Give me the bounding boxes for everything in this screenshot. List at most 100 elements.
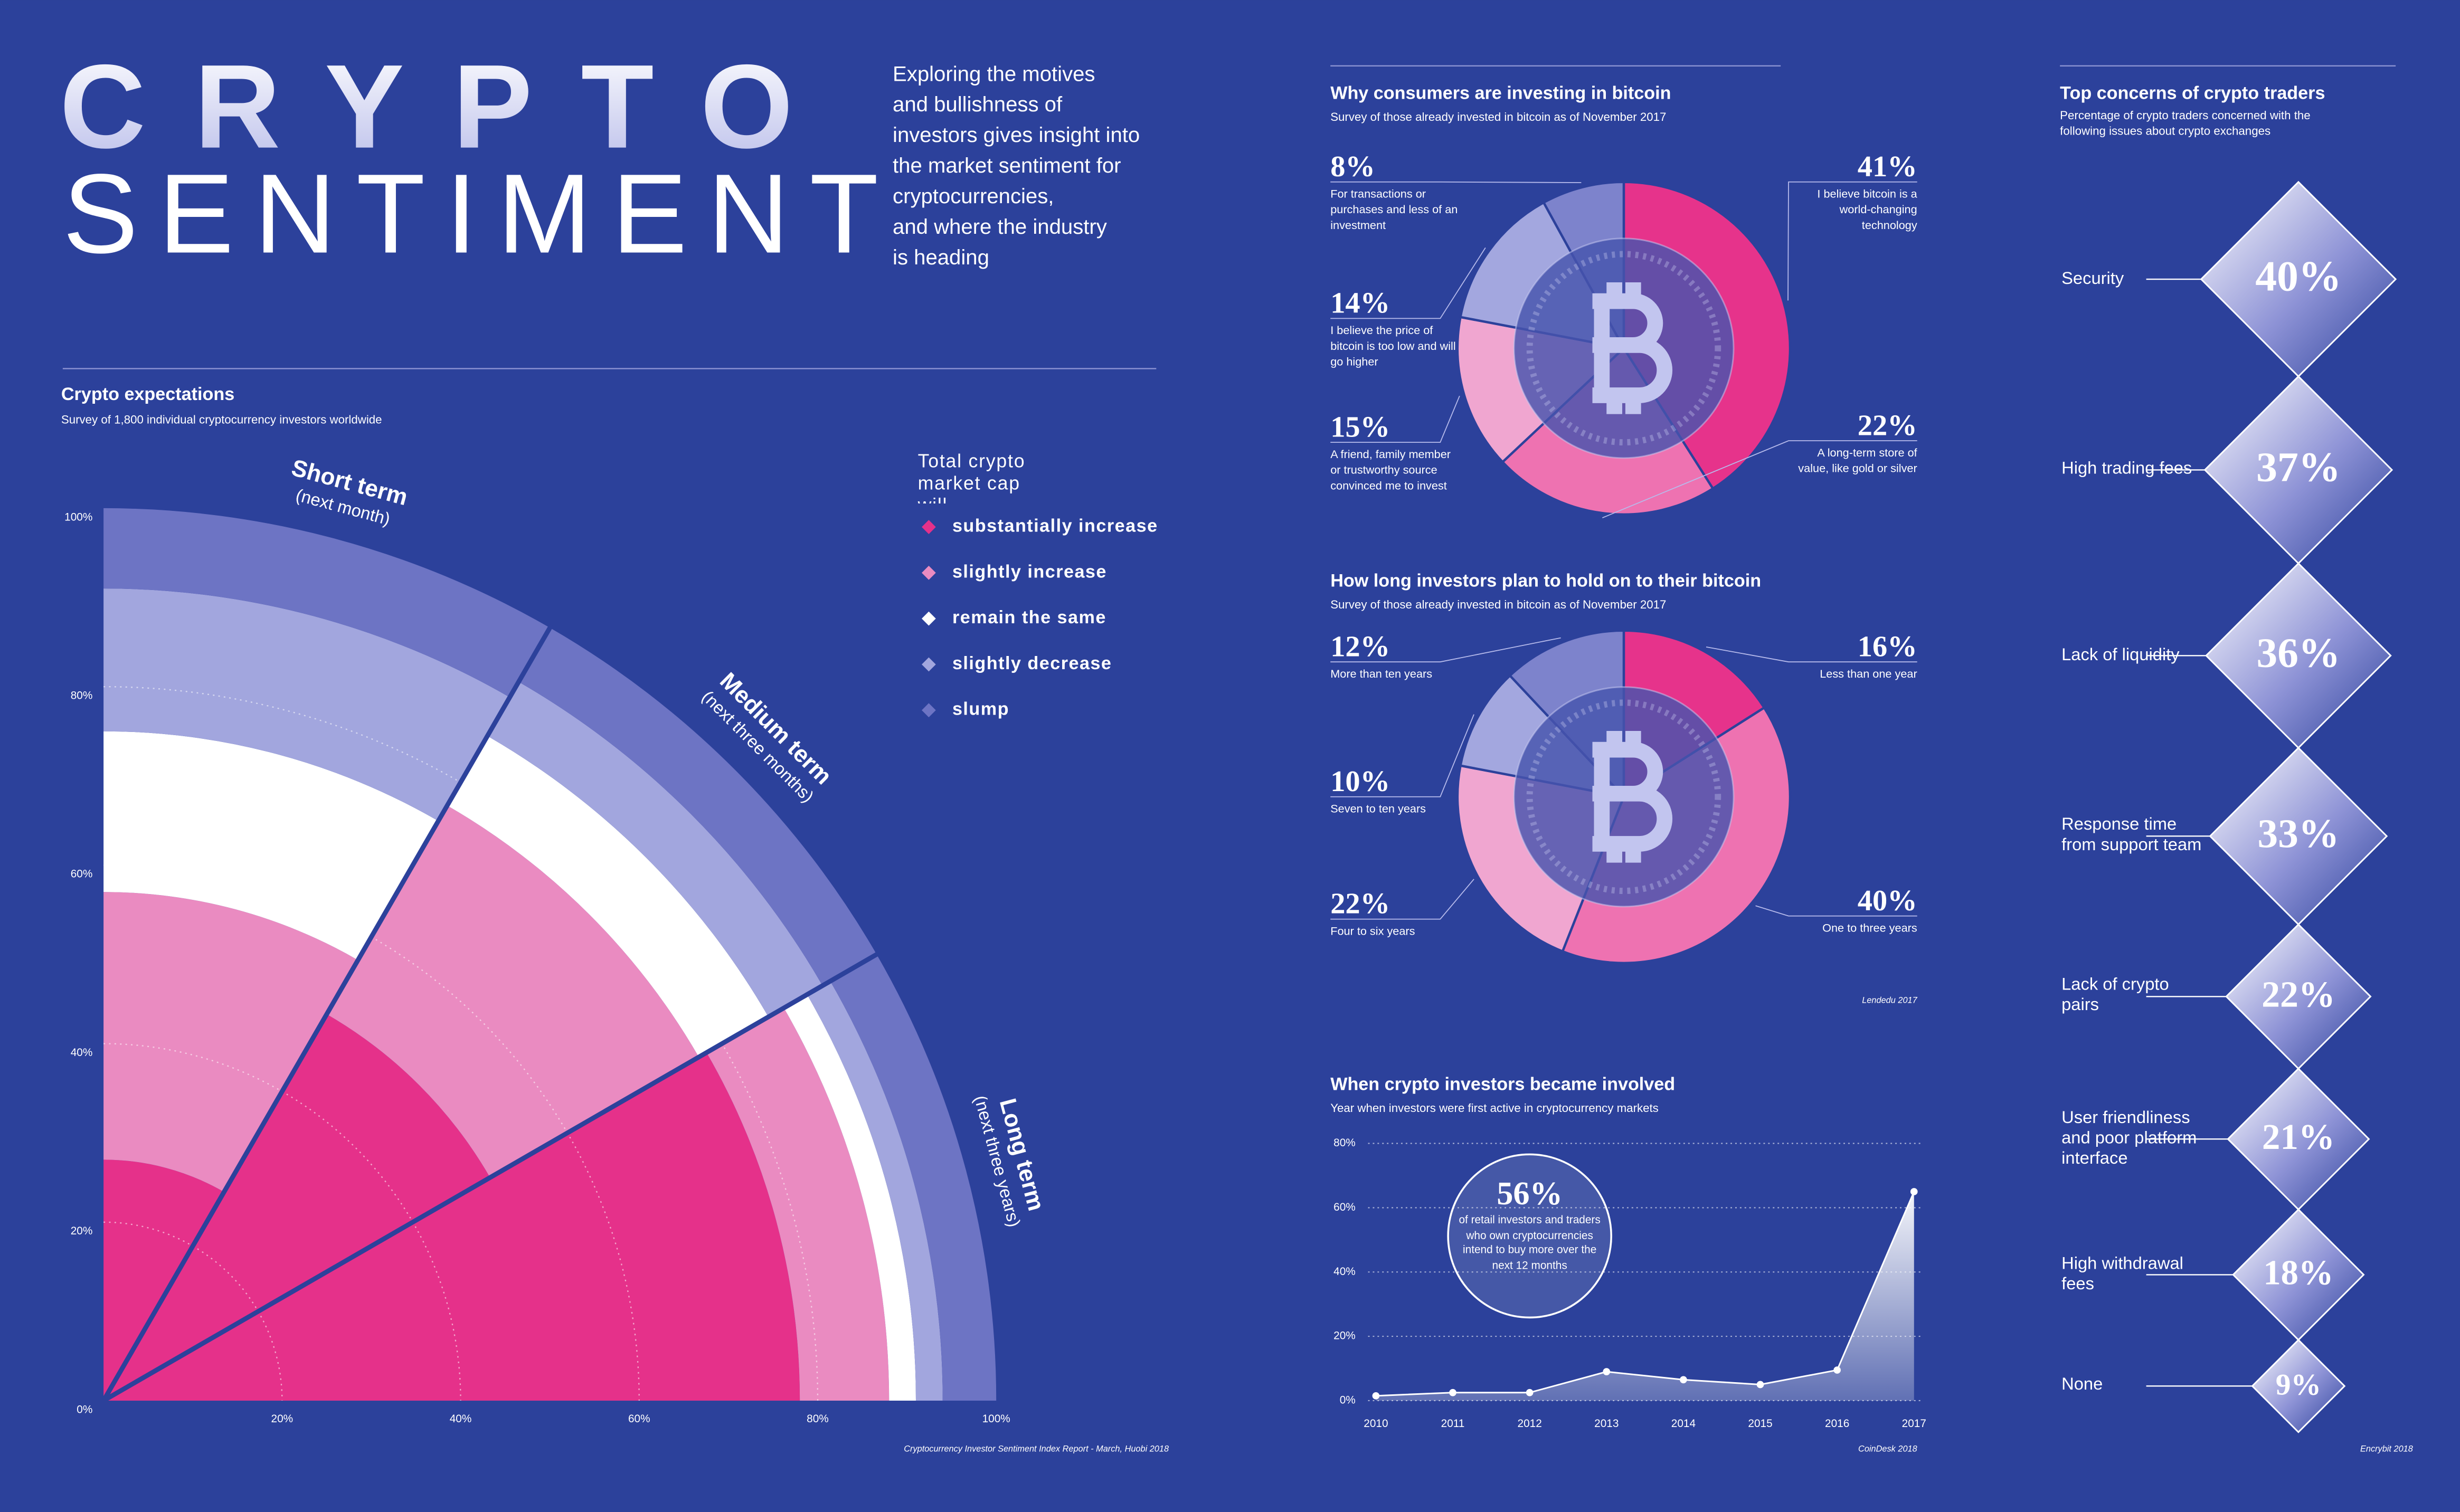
- intro-line: Exploring the motives: [893, 62, 1095, 85]
- legend-label: slump: [952, 699, 1009, 719]
- title-top: CRYPTO: [60, 40, 841, 173]
- category-label-box: I believe bitcoin is a world-changing te…: [1817, 187, 1917, 232]
- x-tick-label: 2014: [1671, 1418, 1696, 1430]
- point: [1833, 1366, 1841, 1374]
- category-label: High withdrawal fees: [2061, 1254, 2183, 1294]
- radial-segment: [103, 1159, 224, 1401]
- source: CoinDesk 2018: [1858, 1444, 1917, 1453]
- x-tick-label: 20%: [271, 1413, 294, 1425]
- category-label-box: Response time from support team: [2061, 815, 2202, 855]
- value-label: 22%: [1858, 409, 1917, 442]
- category-label: Response time from support team: [2061, 815, 2202, 855]
- bitcoin-icon: [1592, 730, 1673, 863]
- legend-label: slightly increase: [952, 562, 1107, 582]
- radial-segment: [103, 1052, 800, 1401]
- y-tick-label: 60%: [1333, 1201, 1356, 1213]
- category-label-box: A long-term store of value, like gold or…: [1798, 445, 1917, 475]
- chart-subtitle: Year when investors were first active in…: [1330, 1101, 1659, 1115]
- legend-marker: [922, 566, 936, 580]
- radial-segment: [103, 892, 358, 1192]
- category-label-box: Seven to ten years: [1330, 801, 1426, 816]
- legend-title: Total crypto market cap will...: [917, 450, 1026, 503]
- radial-segment: [103, 1014, 490, 1401]
- leader-line: [1330, 714, 1474, 797]
- x-tick-label: 2016: [1825, 1418, 1849, 1430]
- sector-divider: [101, 624, 554, 1402]
- y-tick-label: 0%: [77, 1403, 92, 1415]
- value-label: 21%: [2262, 1116, 2335, 1157]
- leader-line: [1330, 247, 1486, 319]
- line: [1376, 1191, 1915, 1397]
- category-label-box: I believe the price of bitcoin is too lo…: [1330, 323, 1456, 369]
- intro-line: cryptocurrencies,: [893, 184, 1054, 208]
- chart-subtitle-box: Percentage of crypto traders concerned w…: [2060, 108, 2311, 138]
- radial-segment: [830, 954, 997, 1401]
- x-tick-label: 80%: [807, 1413, 829, 1425]
- diamond: [2251, 1338, 2346, 1433]
- x-tick-label: 2012: [1518, 1418, 1542, 1430]
- category-label-box: Lack of liquidity: [2061, 645, 2180, 664]
- x-tick-label: 2011: [1441, 1418, 1465, 1430]
- radial-segment: [487, 682, 823, 1017]
- category-label: One to three years: [1822, 920, 1917, 935]
- leader-line: [1602, 440, 1917, 519]
- annotation-circle: [1447, 1153, 1612, 1319]
- point: [1756, 1381, 1764, 1389]
- legend-marker: [922, 520, 936, 534]
- category-label: A friend, family member or trustworthy s…: [1330, 447, 1451, 493]
- radial-segment: [518, 627, 877, 986]
- intro-line: is heading: [893, 245, 989, 269]
- category-label-box: Security: [2061, 269, 2124, 288]
- y-tick-label: 0%: [1340, 1394, 1356, 1406]
- y-tick-label: 80%: [1333, 1137, 1356, 1149]
- radial-segment: [706, 1007, 890, 1401]
- value-label: 9%: [2276, 1368, 2321, 1402]
- point: [1449, 1389, 1456, 1396]
- category-label: Lack of liquidity: [2061, 645, 2180, 664]
- intro-line: investors gives insight into: [893, 123, 1140, 147]
- grid-arc: [103, 686, 819, 1401]
- category-label-box: A friend, family member or trustworthy s…: [1330, 447, 1451, 493]
- annotation-text-box: of retail investors and traders who own …: [1459, 1215, 1601, 1272]
- value-label: 8%: [1330, 150, 1375, 183]
- leader-line: [1787, 181, 1917, 301]
- chart-subtitle: Survey of 1,800 individual cryptocurrenc…: [61, 413, 382, 426]
- category-label: High trading fees: [2061, 460, 2192, 479]
- value-label: 41%: [1858, 150, 1917, 183]
- legend-marker: [922, 703, 936, 718]
- category-label: Security: [2061, 269, 2124, 288]
- chart-title: Crypto expectations: [61, 384, 234, 404]
- category-label: Seven to ten years: [1330, 801, 1426, 816]
- bitcoin-icon: [1592, 282, 1673, 414]
- value-label: 12%: [1330, 630, 1390, 663]
- radial-segment: [326, 805, 699, 1178]
- intro-line: the market sentiment for: [893, 154, 1121, 177]
- leader-line: [1755, 905, 1917, 917]
- y-tick-label: 100%: [64, 511, 92, 523]
- y-tick-label: 80%: [71, 689, 93, 701]
- category-label: Lack of crypto pairs: [2061, 976, 2169, 1015]
- annotation-text: of retail investors and traders who own …: [1459, 1215, 1601, 1272]
- coin-ring: [1526, 699, 1721, 895]
- x-tick-label: 100%: [982, 1413, 1010, 1425]
- source: Encrybit 2018: [2360, 1444, 2413, 1453]
- category-label-box: Four to six years: [1330, 924, 1415, 938]
- coin-ring: [1526, 251, 1721, 446]
- value-label: 18%: [2263, 1254, 2333, 1292]
- legend-label: slightly decrease: [952, 653, 1112, 673]
- chart-title: Why consumers are investing in bitcoin: [1330, 83, 1671, 103]
- source: Lendedu 2017: [1862, 995, 1917, 1005]
- category-label-box: None: [2061, 1376, 2103, 1395]
- legend-marker: [922, 657, 936, 672]
- category-label: For transactions or purchases and less o…: [1330, 186, 1458, 232]
- legend-marker: [922, 611, 936, 626]
- category-label: I believe the price of bitcoin is too lo…: [1330, 323, 1456, 369]
- legend-title-box: Total crypto market cap will...: [917, 450, 1026, 503]
- y-tick-label: 20%: [1333, 1330, 1356, 1342]
- point: [1910, 1188, 1918, 1195]
- intro-line: and where the industry: [893, 215, 1107, 239]
- category-label: Less than one year: [1820, 667, 1917, 681]
- value-label: 36%: [2257, 630, 2341, 676]
- category-label: More than ten years: [1330, 667, 1433, 681]
